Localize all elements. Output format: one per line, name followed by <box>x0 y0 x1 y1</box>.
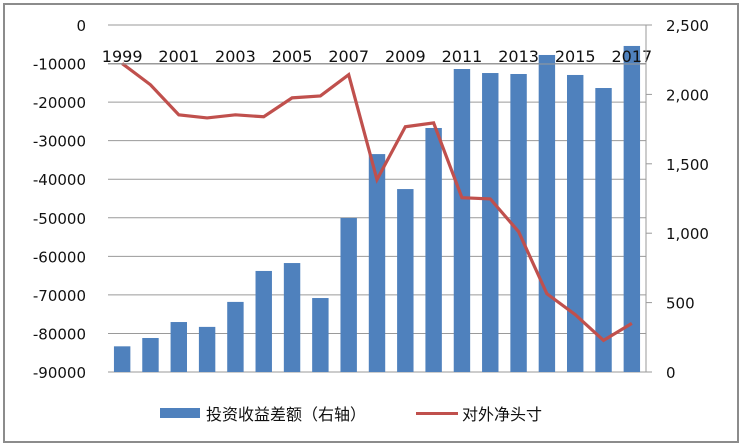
right-axis-tick-label: 2,500 <box>666 17 709 35</box>
category-label: 2017 <box>611 47 652 66</box>
left-axis-tick-label: -80000 <box>33 325 86 343</box>
category-label: 2013 <box>498 47 539 66</box>
left-axis-tick-label: 0 <box>76 17 86 35</box>
category-label: 1999 <box>102 47 143 66</box>
left-axis-tick-label: -10000 <box>33 56 86 74</box>
bar <box>566 74 584 372</box>
bar <box>453 68 471 372</box>
bar <box>623 45 641 372</box>
category-label: 2005 <box>272 47 313 66</box>
line-path <box>121 62 633 343</box>
bar <box>227 301 244 372</box>
bar <box>425 127 442 373</box>
legend-item-line: 对外净头寸 <box>416 401 542 425</box>
legend-bar-label: 投资收益差额（右轴） <box>206 405 367 424</box>
category-label: 2015 <box>555 47 596 66</box>
right-axis-tick-label: 500 <box>666 295 695 313</box>
category-label: 2007 <box>328 47 369 66</box>
right-axis-tick-label: 1,000 <box>666 225 709 243</box>
line-swatch-icon <box>416 411 459 415</box>
bar <box>142 337 159 372</box>
left-axis-ticks: 0 -10000 -20000 -30000 -40000 -50000 -60000 -70… <box>33 17 86 382</box>
right-axis-ticks: 2,500 2,000 1,500 1,000 500 0 <box>646 17 709 382</box>
category-label: 2009 <box>385 47 426 66</box>
bar <box>595 88 612 372</box>
left-axis-tick-label: -50000 <box>33 210 86 228</box>
left-axis-tick-label: -20000 <box>33 94 86 112</box>
line-series <box>121 62 633 343</box>
left-axis-tick-label: -60000 <box>33 248 86 266</box>
right-axis-tick-label: 1,500 <box>666 156 709 174</box>
legend-line-label: 对外净头寸 <box>462 405 543 424</box>
right-axis-tick-label: 2,000 <box>666 86 709 104</box>
left-axis-tick-label: -30000 <box>33 133 86 151</box>
category-axis-labels: 1999 2001 2003 2005 2007 2009 2011 2013 2015 2017 <box>102 47 652 66</box>
bar <box>312 298 329 372</box>
bar-swatch-icon <box>160 408 200 418</box>
category-label: 2011 <box>442 47 483 66</box>
bar <box>170 322 188 372</box>
right-axis-tick-label: 0 <box>666 364 676 382</box>
bar <box>340 217 357 372</box>
bar <box>397 189 414 372</box>
category-label: 2001 <box>158 47 199 66</box>
legend: 投资收益差额（右轴） 对外净头寸 <box>160 398 592 428</box>
legend-item-bar: 投资收益差额（右轴） <box>160 401 366 425</box>
bar <box>368 154 386 372</box>
bar <box>510 73 527 372</box>
bar <box>538 54 556 372</box>
category-label: 2003 <box>215 47 256 66</box>
bar <box>283 263 301 372</box>
bar <box>255 270 272 372</box>
bar <box>198 326 216 372</box>
left-axis-tick-label: -40000 <box>33 171 86 189</box>
bar <box>113 346 131 372</box>
left-axis-tick-label: -70000 <box>33 287 86 305</box>
left-axis-tick-label: -90000 <box>33 364 86 382</box>
bar <box>482 73 499 372</box>
bar-series <box>113 45 641 373</box>
